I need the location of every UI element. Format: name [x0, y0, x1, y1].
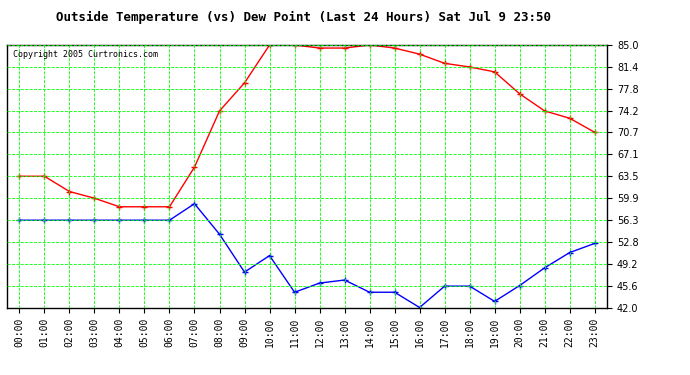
Text: Copyright 2005 Curtronics.com: Copyright 2005 Curtronics.com — [13, 50, 158, 59]
Text: Outside Temperature (vs) Dew Point (Last 24 Hours) Sat Jul 9 23:50: Outside Temperature (vs) Dew Point (Last… — [56, 11, 551, 24]
